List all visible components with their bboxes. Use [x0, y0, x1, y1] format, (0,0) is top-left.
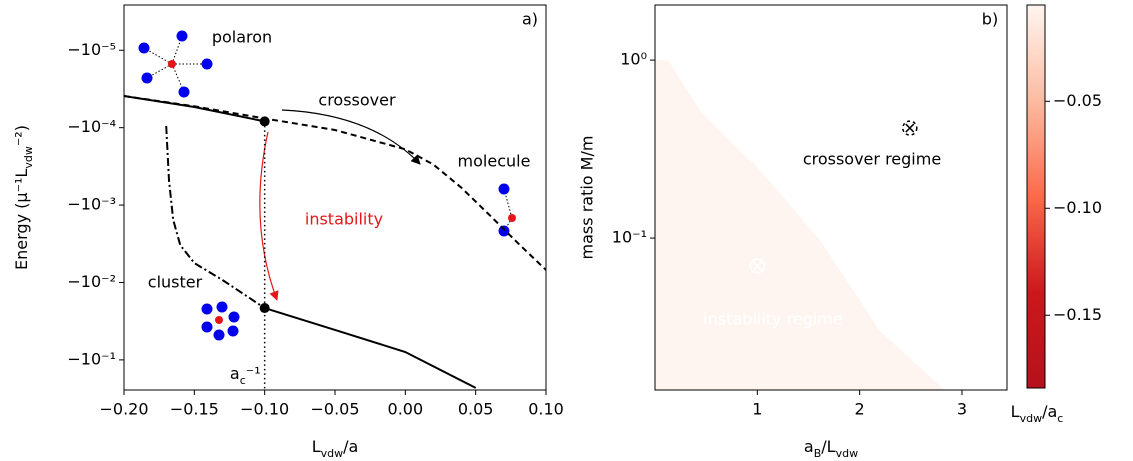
vline-label-part: c — [240, 374, 246, 387]
line-series — [123, 95, 547, 271]
marker-circle — [902, 120, 918, 136]
colorbar-label-part: c — [1057, 412, 1063, 425]
colorbar-tick-label: −0.10 — [1053, 198, 1102, 217]
x-axis-label-part: vdw — [836, 447, 859, 460]
marker-cross — [905, 123, 915, 133]
y-tick-label: −10⁻¹ — [67, 349, 116, 368]
y-axis-label: Energy (μ⁻¹Lvdw⁻²) — [12, 125, 35, 270]
y-tick-label: −10⁻³ — [67, 195, 116, 214]
colorbar-label-part: L — [1011, 402, 1020, 421]
x-axis-label: Lvdw/a — [312, 437, 359, 460]
vline-label: ac⁻¹ — [230, 364, 261, 387]
x-tick-label: 3 — [957, 400, 967, 419]
marker-cross — [752, 261, 762, 271]
line-series — [264, 307, 477, 389]
x-axis-label: aB/Lvdw — [804, 437, 858, 460]
y-tick-label: −10⁻⁴ — [67, 117, 116, 136]
y-axis-label-part: Energy (μ⁻¹L — [12, 169, 31, 270]
marker — [749, 258, 766, 274]
annotation: polaron — [212, 28, 272, 47]
line-series — [123, 95, 265, 123]
y-axis-label: mass ratio M/m — [578, 136, 597, 260]
axes-frame — [123, 4, 547, 391]
y-axis-label-part: vdw — [22, 146, 35, 169]
colorbar-label-part: vdw — [1020, 412, 1043, 425]
annotation: crossover regime — [803, 150, 941, 169]
x-tick-label: −0.20 — [99, 400, 148, 419]
axes-frame — [654, 4, 1008, 391]
x-axis-label-part: B — [814, 447, 822, 460]
heatmap-region — [655, 60, 945, 390]
x-axis-label-part: vdw — [321, 447, 344, 460]
line-series — [165, 125, 266, 309]
cluster-icon — [201, 301, 240, 341]
colorbar-tick-label: −0.05 — [1053, 91, 1102, 110]
marker-circle — [749, 258, 766, 274]
y-tick-label: 10⁰ — [620, 50, 647, 69]
x-tick-label: 0.00 — [388, 400, 424, 419]
x-axis-label-part: a — [804, 437, 814, 456]
annotation: molecule — [458, 152, 531, 171]
point — [259, 303, 270, 314]
instability-arrow — [259, 131, 279, 301]
y-tick-label: −10⁻⁵ — [67, 40, 116, 59]
annotation: cluster — [148, 273, 203, 292]
colorbar — [1026, 4, 1046, 389]
annotation: crossover — [318, 91, 396, 110]
x-tick-label: −0.10 — [240, 400, 289, 419]
vline-label-part: a — [230, 364, 240, 383]
annotation: instability — [305, 210, 383, 229]
x-tick-label: −0.15 — [170, 400, 219, 419]
y-axis-label-part: ⁻²) — [12, 125, 31, 146]
x-tick-label: 0.10 — [528, 400, 564, 419]
colorbar-tick-label: −0.15 — [1053, 305, 1102, 324]
x-axis-label-part: /L — [821, 437, 835, 456]
x-axis-label-part: L — [312, 437, 321, 456]
annotation: instability regime — [703, 310, 842, 329]
molecule-icon — [498, 183, 516, 237]
x-tick-label: 0.05 — [458, 400, 494, 419]
x-tick-label: −0.05 — [310, 400, 359, 419]
vline-label-part: ⁻¹ — [246, 364, 261, 383]
colorbar-label: Lvdw/ac — [1011, 402, 1064, 425]
x-tick-label: 2 — [855, 400, 865, 419]
marker — [902, 120, 918, 136]
x-tick-label: 1 — [752, 400, 762, 419]
panel-label: b) — [982, 10, 998, 29]
x-axis-label-part: /a — [343, 437, 358, 456]
point — [259, 116, 270, 127]
panel-label: a) — [522, 10, 538, 29]
colorbar-label-part: /a — [1042, 402, 1057, 421]
y-tick-label: 10⁻¹ — [612, 228, 647, 247]
crossover-arrow — [281, 109, 421, 165]
polaron-icon — [138, 30, 213, 98]
y-tick-label: −10⁻² — [67, 272, 116, 291]
